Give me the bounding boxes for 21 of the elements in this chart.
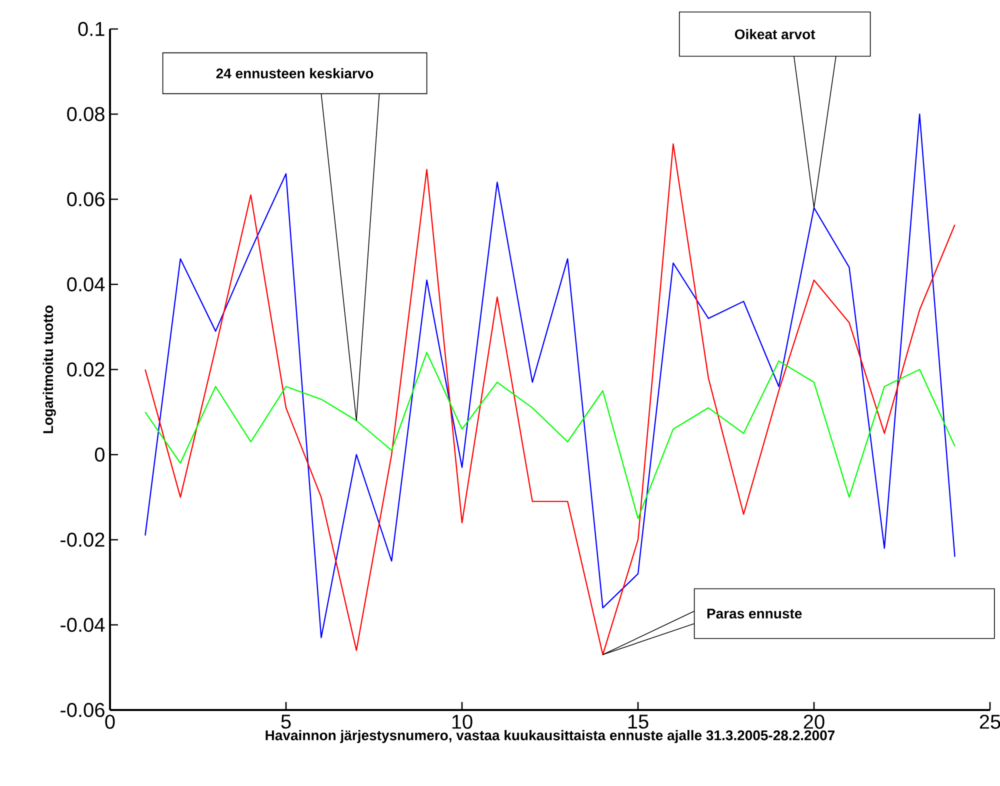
y-tick-label: 0.06 [67,192,104,206]
y-tick-label: 0.04 [67,277,105,292]
y-tick-label: 0 [94,448,104,462]
y-tick-label: 0.02 [67,362,104,377]
x-tick-label: 10 [452,714,472,729]
annotation: 24 ennusteen keskiarvo [216,68,374,78]
x-tick-label: 20 [804,714,824,729]
y-tick-label: -0.06 [60,702,104,718]
y-tick-label: -0.04 [60,618,105,632]
y-tick-label: 0.1 [78,22,104,36]
x-axis-title: Havainnon järjestysnumero, vastaa kuukausittaista ennuste ajalle 31.3.2005-28.2.2007 [266,730,835,744]
annotation: Paras ennuste [707,608,802,619]
x-tick-label: 0 [105,714,115,729]
annotation: Oikeat arvot [734,28,816,40]
y-tick-label: -0.02 [60,532,104,547]
y-axis-title: Logaritmoitu tuotto [42,306,56,434]
x-tick-label: 5 [281,714,291,729]
line-series [144,352,956,520]
y-tick-label: 0.08 [67,107,104,122]
x-tick-label: 25 [980,714,1000,729]
x-tick-label: 15 [628,714,648,729]
